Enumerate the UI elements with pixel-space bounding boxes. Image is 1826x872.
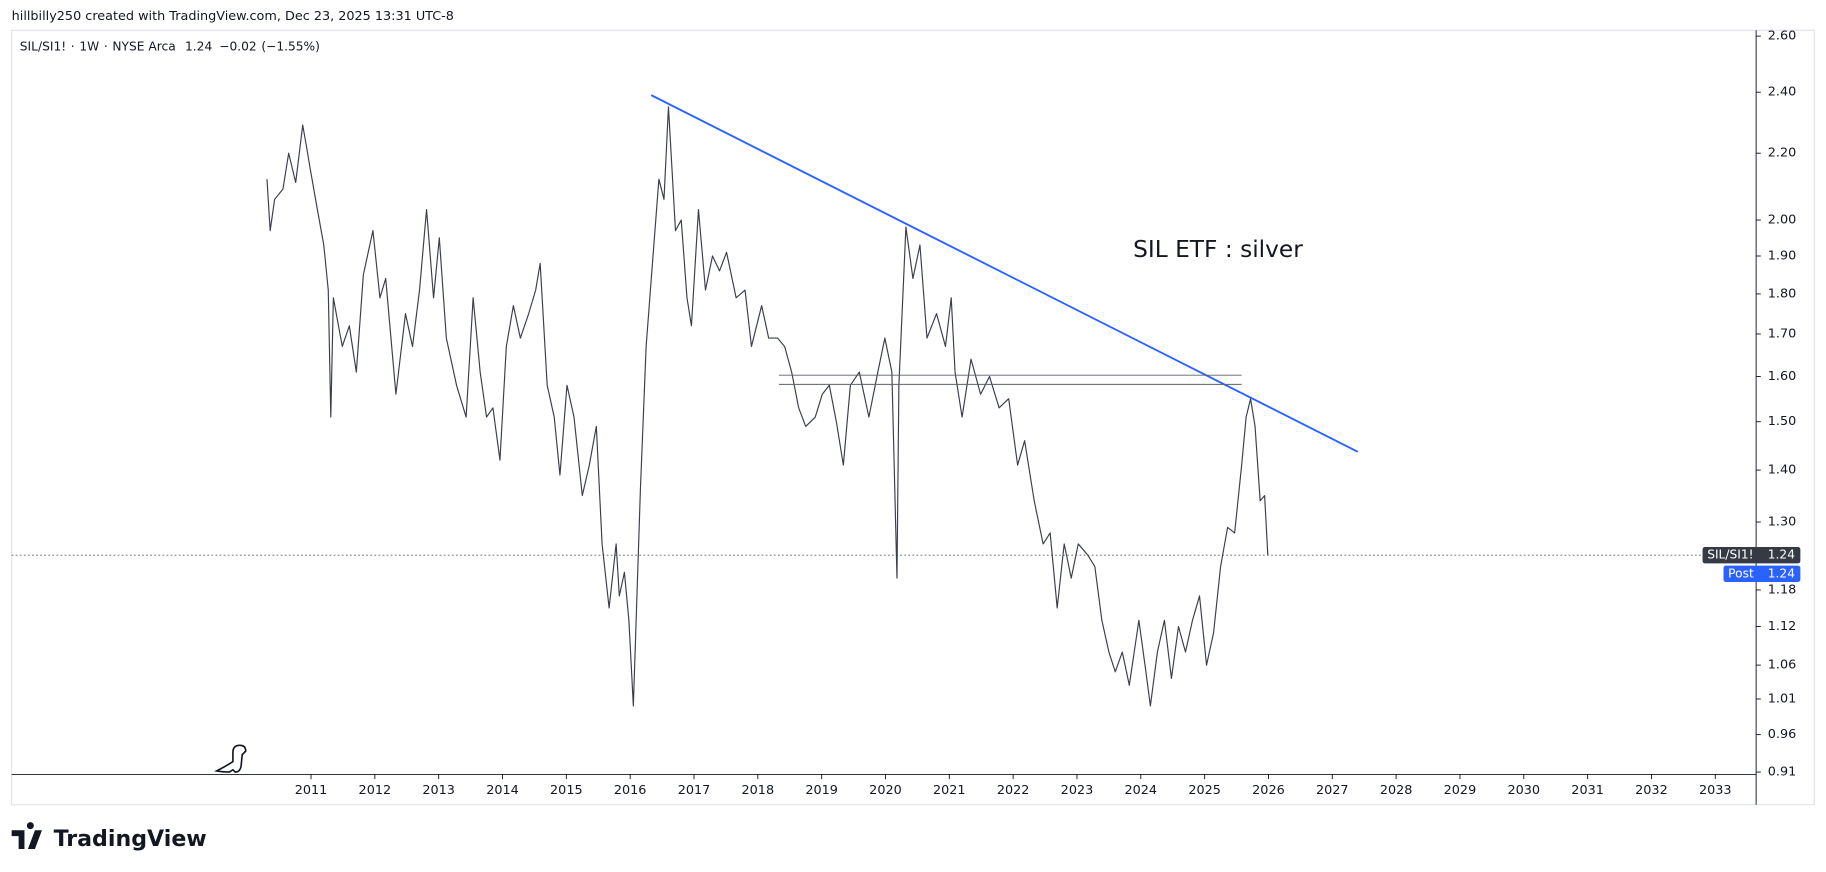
legend-interval: 1W: [79, 39, 99, 53]
legend-change-pct: (−1.55%): [261, 39, 320, 53]
y-tick-label: 1.60: [1768, 369, 1797, 384]
credit: hillbilly250 created with TradingView.co…: [12, 9, 454, 24]
y-tick-label: 0.96: [1768, 727, 1797, 742]
mascot: [214, 744, 247, 773]
x-tick-label: 2016: [614, 783, 647, 798]
y-tick-label: 0.91: [1768, 765, 1797, 780]
x-tick-label: 2018: [742, 783, 775, 798]
x-tick-label: 2013: [422, 783, 455, 798]
x-tick-label: 2023: [1061, 783, 1094, 798]
price-tag: Post 1.24: [1723, 565, 1801, 582]
x-tick-label: 2021: [933, 783, 966, 798]
x-tick-label: 2024: [1125, 783, 1158, 798]
price-tag-bg: [1723, 565, 1801, 582]
x-tick-label: 2022: [997, 783, 1030, 798]
legend-change: −0.02: [219, 39, 256, 53]
price-tag-value: 1.24: [1768, 548, 1795, 562]
y-tick-label: 2.60: [1768, 29, 1797, 44]
legend: SIL/SI1! · 1W · NYSE Arca 1.24 −0.02 (−1.55%): [20, 39, 320, 53]
y-tick-label: 2.40: [1768, 85, 1797, 100]
y-tick-label: 1.50: [1768, 414, 1797, 429]
price-tag-name: Post: [1728, 566, 1754, 580]
y-tick-label: 1.30: [1768, 515, 1797, 530]
y-tick-label: 2.00: [1768, 213, 1797, 228]
x-tick-label: 2031: [1571, 783, 1604, 798]
x-tick-label: 2028: [1380, 783, 1413, 798]
legend-symbol: SIL/SI1!: [20, 39, 66, 53]
price-tag-name: SIL/SI1!: [1707, 548, 1753, 562]
y-tick-label: 1.80: [1768, 286, 1797, 301]
x-tick-label: 2015: [550, 783, 583, 798]
x-tick-label: 2012: [359, 783, 392, 798]
price-tag-value: 1.24: [1768, 566, 1795, 580]
x-tick-label: 2026: [1252, 783, 1285, 798]
brand-name: TradingView: [54, 826, 207, 852]
legend-exchange: NYSE Arca: [112, 39, 175, 53]
y-tick-label: 1.40: [1768, 463, 1797, 478]
x-tick-label: 2020: [869, 783, 902, 798]
x-tick-label: 2017: [678, 783, 711, 798]
x-tick-label: 2032: [1635, 783, 1668, 798]
y-tick-label: 1.01: [1768, 691, 1797, 706]
x-tick-label: 2033: [1699, 783, 1732, 798]
mascot-shape: [214, 744, 247, 773]
x-tick-label: 2014: [486, 783, 519, 798]
x-tick-label: 2029: [1444, 783, 1477, 798]
x-tick-label: 2030: [1507, 783, 1540, 798]
x-tick-label: 2019: [805, 783, 838, 798]
price-tag: SIL/SI1! 1.24: [1702, 547, 1801, 564]
brand: TradingView: [11, 822, 207, 852]
x-tick-label: 2027: [1316, 783, 1349, 798]
y-tick-label: 1.12: [1768, 619, 1797, 634]
y-tick-label: 1.06: [1768, 658, 1797, 673]
drawing-line: [650, 94, 1359, 453]
chart-frame: [11, 29, 1815, 806]
legend-last: 1.24: [185, 39, 212, 53]
legend-text: SIL/SI1! · 1W · NYSE Arca 1.24 −0.02 (−1.55%): [20, 39, 320, 53]
legend-sep: ·: [71, 39, 75, 53]
legend-sep: ·: [104, 39, 108, 53]
annotation: SIL ETF : silver: [1133, 236, 1303, 263]
x-tick-label: 2011: [295, 783, 328, 798]
y-tick-label: 2.20: [1768, 146, 1797, 161]
y-tick-label: 1.90: [1768, 248, 1797, 263]
price-line: [266, 106, 1269, 707]
x-tick-label: 2025: [1188, 783, 1221, 798]
price-tag-bg: [1702, 547, 1801, 564]
y-tick-label: 1.70: [1768, 326, 1797, 341]
y-tick-label: 1.18: [1768, 582, 1797, 597]
brand-logo: [11, 822, 42, 849]
